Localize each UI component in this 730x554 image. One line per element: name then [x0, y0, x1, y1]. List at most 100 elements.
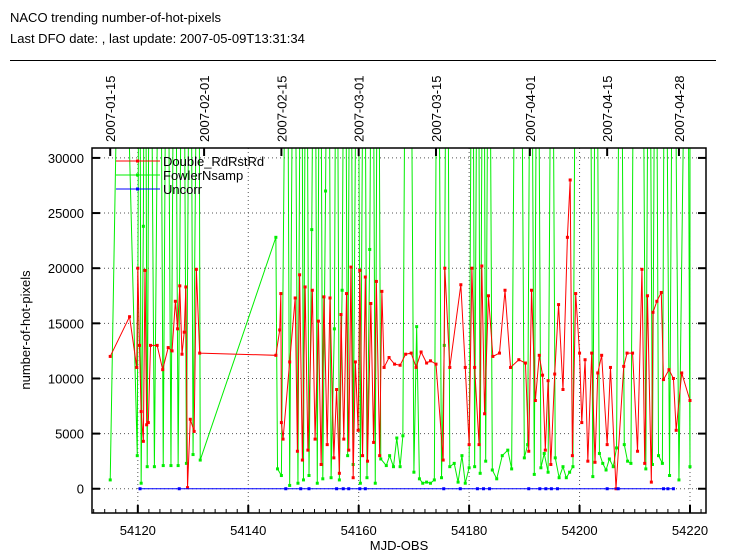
data-point — [607, 457, 611, 461]
data-point — [527, 449, 531, 453]
data-point — [373, 481, 377, 485]
data-point — [155, 343, 159, 347]
data-point — [491, 354, 495, 358]
data-point — [180, 352, 184, 356]
data-point — [645, 294, 649, 298]
data-point — [395, 436, 399, 440]
data-point — [428, 359, 432, 363]
report-title: NACO trending number-of-hot-pixels — [10, 10, 221, 25]
data-point — [625, 351, 629, 355]
data-point — [432, 478, 436, 482]
x-tick-label: 54220 — [672, 523, 708, 538]
data-point — [629, 461, 633, 465]
data-point — [434, 362, 438, 366]
data-point — [139, 410, 143, 414]
top-date-label: 2007-04-01 — [523, 76, 538, 143]
data-point — [310, 228, 314, 232]
data-point — [568, 470, 572, 474]
data-point — [440, 476, 444, 480]
data-point — [169, 464, 173, 468]
data-point — [668, 474, 672, 478]
data-point — [537, 353, 541, 357]
data-point — [173, 299, 177, 303]
data-point — [293, 296, 297, 300]
data-point — [538, 487, 542, 491]
top-date-label: 2007-04-15 — [600, 76, 615, 143]
y-tick-label: 10000 — [48, 371, 84, 386]
data-point — [192, 429, 196, 433]
data-point — [321, 477, 325, 481]
data-point — [655, 299, 659, 303]
axes: 54120 54140 54160 54180 54200 54220 0 5000 10000… — [48, 76, 708, 539]
series-line — [109, 179, 691, 489]
data-point — [188, 417, 192, 421]
data-point — [198, 458, 202, 462]
data-point — [481, 487, 485, 491]
data-point — [517, 358, 521, 362]
data-point — [622, 443, 626, 447]
data-point — [419, 350, 423, 354]
data-point — [414, 365, 418, 369]
data-point — [315, 481, 319, 485]
data-point — [425, 480, 429, 484]
data-point — [541, 373, 545, 377]
data-point — [509, 365, 513, 369]
data-point — [182, 330, 186, 334]
data-point — [553, 372, 557, 376]
data-point — [310, 288, 314, 292]
x-axis-label: MJD-OBS — [370, 538, 429, 553]
data-point — [506, 448, 510, 452]
data-point — [108, 354, 112, 358]
data-point — [651, 310, 655, 314]
data-point — [288, 360, 292, 364]
y-axis-label: number-of-hot-pixels — [18, 270, 33, 390]
data-point — [532, 472, 536, 476]
data-point — [166, 346, 170, 350]
data-point — [365, 476, 369, 480]
y-tick-label: 30000 — [48, 151, 84, 166]
y-tick-label: 15000 — [48, 316, 84, 331]
data-point — [557, 303, 561, 307]
data-point — [530, 288, 534, 292]
data-point — [425, 361, 429, 365]
data-point — [328, 296, 332, 300]
data-point — [384, 464, 388, 468]
data-point — [300, 458, 304, 462]
data-point — [543, 448, 547, 452]
data-point — [549, 462, 553, 466]
data-point — [281, 437, 285, 441]
data-point — [324, 189, 328, 193]
data-point — [593, 460, 597, 464]
y-tick-label: 25000 — [48, 206, 84, 221]
data-point — [301, 478, 305, 482]
data-point — [143, 268, 147, 272]
data-point — [510, 467, 514, 471]
data-point — [649, 480, 653, 484]
data-point — [478, 471, 482, 475]
data-point — [467, 466, 471, 470]
data-point — [460, 454, 464, 458]
data-point — [363, 487, 367, 491]
data-point — [458, 487, 462, 491]
data-point — [546, 379, 550, 383]
data-point — [176, 464, 180, 468]
data-point — [688, 465, 692, 469]
data-point — [526, 443, 530, 447]
data-point — [398, 465, 402, 469]
data-point — [379, 457, 383, 461]
data-point — [332, 456, 336, 460]
header-divider — [10, 60, 716, 61]
data-point — [571, 465, 575, 469]
data-point — [298, 273, 302, 277]
data-point — [345, 292, 349, 296]
data-point — [561, 465, 565, 469]
data-point — [523, 361, 527, 365]
data-point — [657, 454, 661, 458]
data-point — [378, 454, 382, 458]
data-point — [135, 454, 139, 458]
data-point — [490, 468, 494, 472]
data-point — [184, 461, 188, 465]
data-point — [542, 451, 546, 455]
data-point — [622, 364, 626, 368]
data-point — [313, 437, 317, 441]
